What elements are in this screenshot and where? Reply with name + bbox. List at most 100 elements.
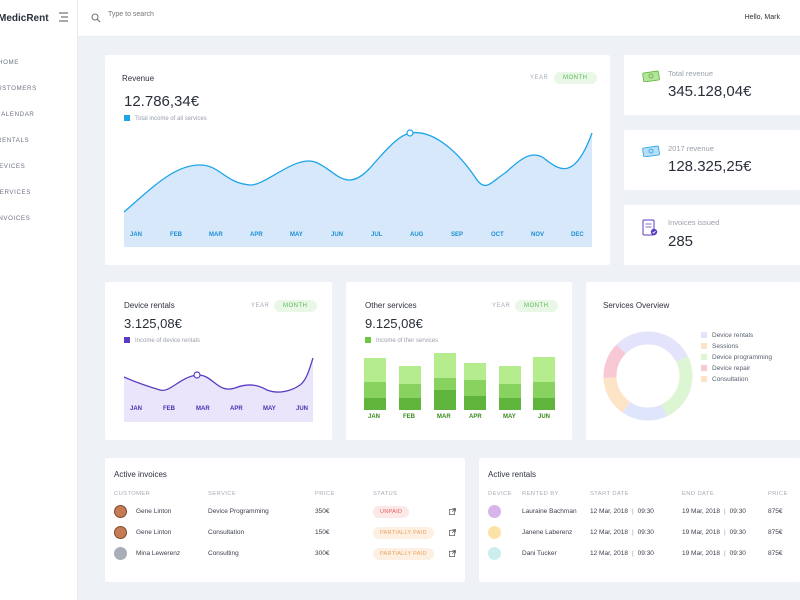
column-header[interactable]: END DATE	[682, 491, 715, 497]
revenue-month-label: DEC	[571, 232, 584, 238]
table-row[interactable]: Gene Linton Device Programming 350€ UNPA…	[114, 501, 459, 522]
end-date: 19 Mar, 2018	[682, 508, 720, 515]
sidebar-item-home[interactable]: HOME	[0, 59, 19, 66]
column-header[interactable]: STATUS	[373, 491, 398, 497]
user-greeting[interactable]: Hello, Mark	[744, 14, 780, 21]
customer-cell: Gene Linton	[114, 501, 208, 522]
rented-by-cell: Dani Tucker	[522, 550, 557, 557]
tab-year[interactable]: YEAR	[492, 303, 511, 309]
device-color-dot	[488, 505, 501, 518]
table-row[interactable]: Dani Tucker 12 Mar, 2018 | 09:30 19 Mar, 2…	[488, 543, 800, 564]
services-overview-title: Services Overview	[603, 301, 670, 310]
price-cell: 150€	[315, 529, 330, 536]
status-cell: UNPAID	[373, 501, 449, 522]
external-link-icon[interactable]	[449, 507, 456, 515]
legend-swatch	[701, 365, 707, 371]
table-header-row: DEVICE RENTED BY START DATE END DATE PRI…	[488, 487, 800, 501]
search-input[interactable]	[108, 11, 308, 18]
revenue-month-label: MAY	[290, 232, 303, 238]
sidebar-item-invoices[interactable]: INVOICES	[0, 215, 31, 222]
price-cell: 875€	[768, 529, 783, 536]
external-link-icon[interactable]	[449, 549, 456, 557]
column-header[interactable]: PRICE	[315, 491, 335, 497]
legend-swatch	[701, 343, 707, 349]
search-icon	[91, 13, 101, 23]
open-cell	[449, 501, 459, 522]
table-row[interactable]: Lauraine Bachman 12 Mar, 2018 | 09:30 19 M…	[488, 501, 800, 522]
sidebar-item-calendar[interactable]: CALENDAR	[0, 111, 35, 118]
column-header[interactable]: PRICE	[768, 491, 788, 497]
legend-item: Sessions	[701, 343, 800, 354]
revenue-month-label: JAN	[130, 232, 143, 238]
legend-label: Sessions	[712, 343, 739, 350]
topbar: Hello, Mark	[78, 0, 800, 37]
status-badge: PARTIALLY PAID	[373, 547, 434, 560]
tab-year[interactable]: YEAR	[251, 303, 270, 309]
customer-cell: Gene Linton	[114, 522, 208, 543]
customer-name: Mina Lewerenz	[136, 550, 181, 558]
revenue-area	[124, 132, 592, 247]
end-date-cell: 19 Mar, 2018 | 09:30	[682, 529, 746, 536]
table-row[interactable]: Mina Lewerenz Consulting 300€ PARTIALLY …	[114, 543, 459, 564]
table-header-row: CUSTOMER SERVICE PRICE STATUS	[114, 487, 459, 501]
service-cell: Consulting	[208, 550, 239, 557]
sidebar-item-devices[interactable]: DEVICES	[0, 163, 26, 170]
column-header[interactable]: SERVICE	[208, 491, 237, 497]
tab-year[interactable]: YEAR	[530, 75, 549, 81]
tab-month[interactable]: MONTH	[274, 300, 317, 312]
end-date: 19 Mar, 2018	[682, 550, 720, 557]
column-header[interactable]: CUSTOMER	[114, 491, 151, 497]
bar-jan	[364, 358, 386, 410]
avatar-placeholder	[114, 547, 127, 560]
legend-swatch	[701, 332, 707, 338]
stat-label: Total revenue	[668, 69, 714, 78]
other-services-month-label: MAR	[437, 414, 451, 420]
revenue-month-label: SEP	[451, 232, 464, 238]
start-date-cell: 12 Mar, 2018 | 09:30	[590, 508, 654, 515]
other-services-bar-chart	[364, 353, 555, 410]
revenue-month-label: AUG	[410, 232, 424, 238]
invoice-icon	[642, 219, 658, 236]
revenue-month-label: JUL	[371, 232, 383, 238]
legend-item: Device rentals	[701, 332, 800, 343]
column-header[interactable]: RENTED BY	[522, 491, 559, 497]
tab-month[interactable]: MONTH	[515, 300, 558, 312]
end-time: 09:30	[729, 508, 746, 515]
sidebar-item-rentals[interactable]: RENTALS	[0, 137, 30, 144]
rented-by-cell: Janene Laberenz	[522, 529, 573, 536]
other-services-month-label: JAN	[368, 414, 381, 420]
table-row[interactable]: Gene Linton Consultation 150€ PARTIALLY …	[114, 522, 459, 543]
price-cell: 875€	[768, 508, 783, 515]
start-date-cell: 12 Mar, 2018 | 09:30	[590, 550, 654, 557]
active-rentals-title: Active rentals	[488, 470, 537, 479]
bar-jun	[533, 357, 555, 410]
donut-legend: Device rentals Sessions Device programmi…	[701, 332, 800, 387]
device-rentals-month-label: MAR	[196, 406, 210, 412]
stat-value: 285	[668, 233, 694, 250]
app-logo[interactable]: MedicRent	[0, 13, 49, 24]
bar-apr	[464, 363, 486, 410]
table-row[interactable]: Janene Laberenz 12 Mar, 2018 | 09:30 19 Ma…	[488, 522, 800, 543]
end-date-cell: 19 Mar, 2018 | 09:30	[682, 508, 746, 515]
revenue-marker	[406, 129, 414, 137]
external-link-icon[interactable]	[449, 528, 456, 536]
column-header[interactable]: START DATE	[590, 491, 630, 497]
other-services-value: 9.125,08€	[365, 316, 423, 331]
menu-icon[interactable]	[57, 12, 69, 22]
stat-card-2017-revenue: 2017 revenue 128.325,25€	[624, 130, 800, 190]
other-services-title: Other services	[365, 301, 417, 310]
column-header[interactable]: DEVICE	[488, 491, 512, 497]
device-rentals-line	[123, 357, 314, 393]
stat-value: 345.128,04€	[668, 83, 752, 100]
avatar	[114, 505, 127, 518]
start-date-cell: 12 Mar, 2018 | 09:30	[590, 529, 654, 536]
revenue-month-label: OCT	[491, 232, 504, 238]
device-color-dot	[488, 526, 501, 539]
legend-swatch	[124, 115, 130, 121]
legend-swatch	[701, 354, 707, 360]
revenue-legend: Total income of all services	[124, 115, 207, 122]
tab-month[interactable]: MONTH	[554, 72, 597, 84]
